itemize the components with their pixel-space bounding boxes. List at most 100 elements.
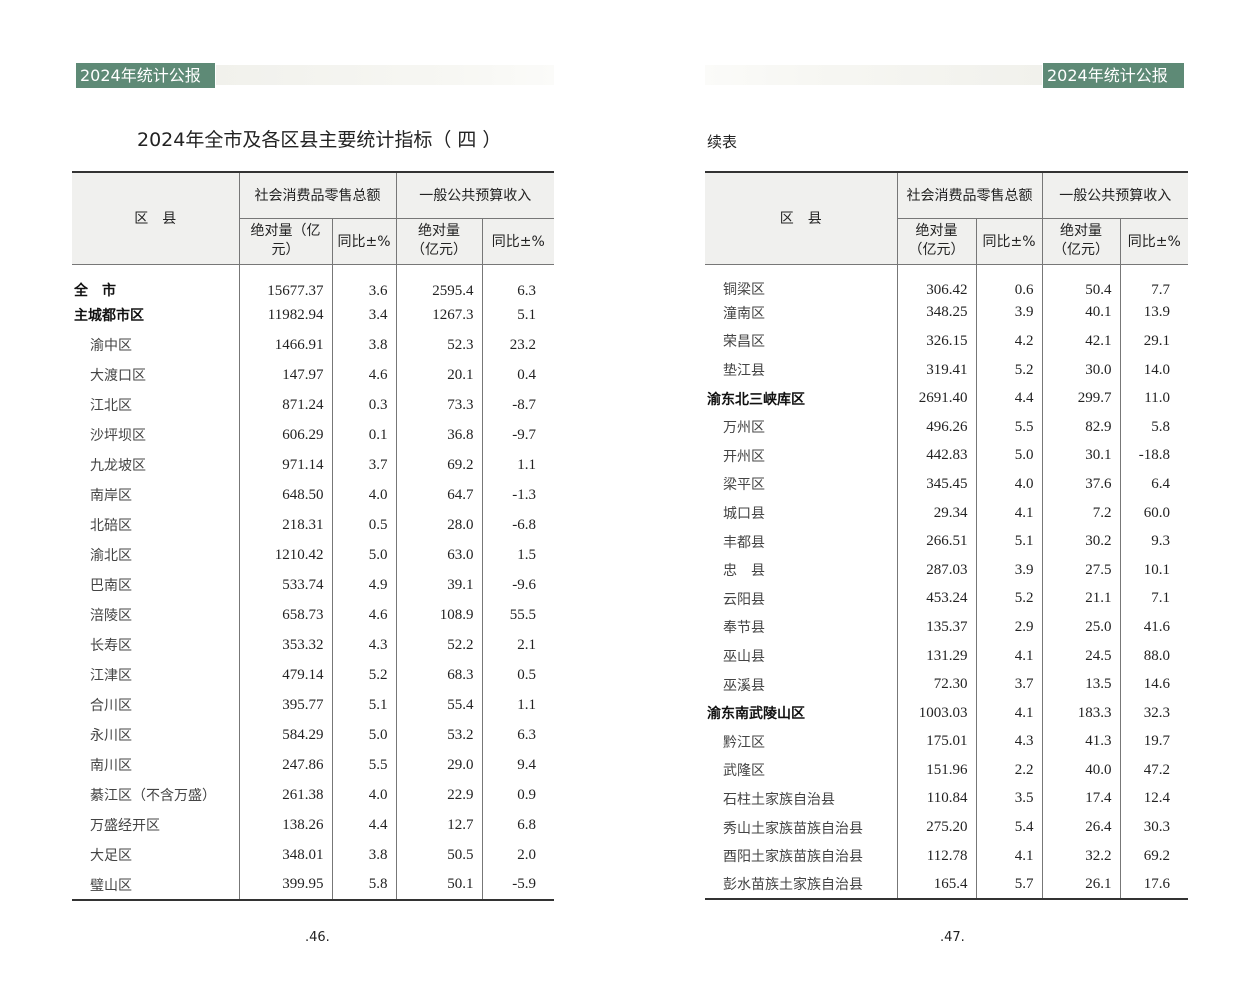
district-name: 巫山县 [705, 641, 898, 671]
table-row: 巫溪县 72.30 3.7 13.5 14.6 [705, 670, 1188, 699]
retail-sales-yoy: 5.1 [976, 527, 1043, 556]
page-number-right: .47. [940, 930, 965, 945]
budget-revenue-header: 一般公共预算收入 [1042, 171, 1188, 219]
budget-revenue-value: 39.1 [396, 570, 483, 600]
budget-revenue-yoy: 7.1 [1151, 590, 1170, 607]
absolute-value-header: 绝对量（亿元） [239, 218, 333, 265]
table-row: 渝东南武陵山区 1003.03 4.1 183.3 32.3 [705, 698, 1188, 728]
header-banner-left: 2024年统计公报 [76, 63, 215, 88]
retail-sales-yoy: 3.5 [976, 784, 1043, 814]
retail-sales-value: 261.38 [239, 780, 333, 810]
retail-sales-yoy: 5.2 [332, 660, 397, 690]
retail-sales-header: 社会消费品零售总额 [897, 171, 1043, 219]
retail-sales-yoy: 5.5 [976, 412, 1043, 442]
budget-revenue-yoy: 9.4 [517, 756, 536, 773]
district-name: 武隆区 [705, 756, 898, 785]
district-name: 丰都县 [705, 527, 898, 556]
district-name: 永川区 [72, 720, 240, 750]
budget-revenue-yoy: -9.7 [512, 426, 536, 443]
retail-sales-value: 533.74 [239, 570, 333, 600]
budget-revenue-value: 36.8 [396, 420, 483, 450]
budget-revenue-yoy: 55.5 [509, 606, 536, 623]
district-name: 石柱土家族自治县 [705, 784, 898, 814]
retail-sales-yoy: 5.8 [332, 870, 397, 901]
stats-table-left: 区 县社会消费品零售总额 一般公共预算收入 绝对量（亿元） 同比±% 绝对量（亿元） 同比… [72, 171, 554, 901]
budget-revenue-value: 40.0 [1042, 756, 1121, 785]
district-header: 区 县 [705, 171, 898, 265]
retail-sales-yoy: 5.2 [976, 355, 1043, 385]
retail-sales-value: 353.32 [239, 630, 333, 660]
stats-table-right: 区 县社会消费品零售总额 一般公共预算收入 绝对量（亿元） 同比±% 绝对量（亿元） 同比… [705, 171, 1188, 901]
retail-sales-value: 287.03 [897, 555, 977, 585]
retail-sales-value: 1466.91 [239, 330, 333, 360]
budget-revenue-yoy: -6.8 [512, 516, 536, 533]
table-row: 全 市 15677.37 3.6 2595.4 6.3 [72, 264, 554, 300]
district-name: 黔江区 [705, 727, 898, 757]
budget-revenue-value: 25.0 [1042, 613, 1121, 642]
district-name: 长寿区 [72, 630, 240, 660]
district-name: 沙坪坝区 [72, 420, 240, 450]
district-name: 江北区 [72, 390, 240, 420]
district-name: 奉节县 [705, 613, 898, 642]
district-name: 江津区 [72, 660, 240, 690]
district-name: 万州区 [705, 412, 898, 442]
budget-revenue-yoy: 12.4 [1143, 790, 1170, 807]
retail-sales-value: 319.41 [897, 355, 977, 385]
retail-sales-yoy: 0.5 [332, 510, 397, 540]
retail-sales-value: 135.37 [897, 613, 977, 642]
district-name: 秀山土家族苗族自治县 [705, 813, 898, 842]
table-row: 渝东北三峡库区 2691.40 4.4 299.7 11.0 [705, 384, 1188, 413]
retail-sales-value: 658.73 [239, 600, 333, 630]
retail-sales-yoy: 4.0 [332, 780, 397, 810]
budget-revenue-value: 73.3 [396, 390, 483, 420]
retail-sales-value: 348.25 [897, 298, 977, 328]
table-row: 彭水苗族土家族自治县 165.4 5.7 26.1 17.6 [705, 870, 1188, 901]
budget-revenue-value: 299.7 [1042, 384, 1121, 413]
budget-revenue-value: 69.2 [396, 450, 483, 480]
district-name: 主城都市区 [72, 300, 240, 330]
retail-sales-yoy: 4.3 [976, 727, 1043, 757]
district-name: 璧山区 [72, 870, 240, 901]
table-row: 梁平区 345.45 4.0 37.6 6.4 [705, 470, 1188, 499]
budget-revenue-value: 26.1 [1042, 870, 1121, 901]
budget-revenue-value: 52.2 [396, 630, 483, 660]
budget-revenue-yoy: 14.6 [1143, 676, 1170, 693]
district-name: 渝东南武陵山区 [705, 698, 898, 728]
table-row: 万盛经开区 138.26 4.4 12.7 6.8 [72, 810, 554, 840]
budget-revenue-value: 1267.3 [396, 300, 483, 330]
budget-revenue-value: 17.4 [1042, 784, 1121, 814]
budget-revenue-yoy: 2.0 [517, 846, 536, 863]
retail-sales-yoy: 3.8 [332, 330, 397, 360]
retail-sales-value: 112.78 [897, 841, 977, 871]
budget-revenue-yoy: 2.1 [517, 636, 536, 653]
district-name: 梁平区 [705, 470, 898, 499]
budget-revenue-value: 63.0 [396, 540, 483, 570]
retail-sales-value: 131.29 [897, 641, 977, 671]
retail-sales-yoy: 4.1 [976, 641, 1043, 671]
district-name: 涪陵区 [72, 600, 240, 630]
budget-revenue-value: 32.2 [1042, 841, 1121, 871]
table-row: 璧山区 399.95 5.8 50.1 -5.9 [72, 870, 554, 901]
budget-revenue-value: 42.1 [1042, 327, 1121, 356]
budget-revenue-yoy: 41.6 [1143, 618, 1170, 635]
budget-revenue-value: 30.0 [1042, 355, 1121, 385]
budget-revenue-yoy: 10.1 [1143, 561, 1170, 578]
budget-revenue-value: 24.5 [1042, 641, 1121, 671]
table-row: 石柱土家族自治县 110.84 3.5 17.4 12.4 [705, 784, 1188, 814]
retail-sales-value: 648.50 [239, 480, 333, 510]
district-name: 城口县 [705, 498, 898, 528]
budget-revenue-value: 41.3 [1042, 727, 1121, 757]
district-name: 大足区 [72, 840, 240, 870]
retail-sales-yoy: 5.0 [332, 540, 397, 570]
retail-sales-value: 345.45 [897, 470, 977, 499]
budget-revenue-yoy: 0.5 [517, 666, 536, 683]
table-row: 南岸区 648.50 4.0 64.7 -1.3 [72, 480, 554, 510]
retail-sales-value: 15677.37 [239, 264, 333, 300]
table-row: 武隆区 151.96 2.2 40.0 47.2 [705, 756, 1188, 785]
budget-revenue-value: 68.3 [396, 660, 483, 690]
retail-sales-value: 29.34 [897, 498, 977, 528]
budget-revenue-value: 183.3 [1042, 698, 1121, 728]
table-row: 巫山县 131.29 4.1 24.5 88.0 [705, 641, 1188, 671]
table-row: 万州区 496.26 5.5 82.9 5.8 [705, 412, 1188, 442]
budget-revenue-value: 27.5 [1042, 555, 1121, 585]
